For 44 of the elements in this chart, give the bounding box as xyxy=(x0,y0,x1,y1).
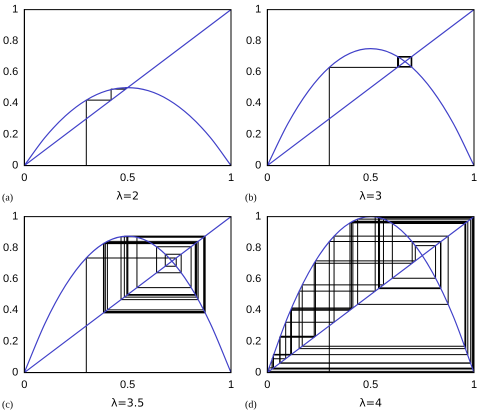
y-tick-label: 0 xyxy=(255,366,262,379)
x-axis-title: λ=2 xyxy=(116,189,140,202)
y-tick-label: 0.4 xyxy=(2,97,18,110)
x-tick-label: 0.5 xyxy=(362,172,378,184)
y-tick-label: 0 xyxy=(12,160,18,172)
x-tick-label: 1 xyxy=(228,379,234,392)
x-tick-label: 0.5 xyxy=(120,379,136,392)
x-tick-label: 0 xyxy=(21,172,28,184)
y-tick-label: 0.2 xyxy=(246,128,262,140)
y-tick-label: 0.6 xyxy=(2,273,18,286)
x-tick-label: 1 xyxy=(228,172,234,184)
x-tick-label: 0 xyxy=(21,379,28,392)
y-tick-label: 1 xyxy=(12,4,18,16)
y-tick-label: 0.6 xyxy=(246,66,262,78)
x-tick-label: 1 xyxy=(470,172,478,184)
y-tick-label: 0.8 xyxy=(246,242,262,254)
text: (a) xyxy=(2,192,14,204)
x-axis-title: λ=4 xyxy=(359,396,382,410)
text: (b) xyxy=(245,192,257,204)
y-tick-label: 0.4 xyxy=(2,304,18,316)
text: (c) xyxy=(2,400,14,411)
x-axis-title: λ=3.5 xyxy=(111,396,144,410)
y-tick-label: 0.8 xyxy=(246,34,262,47)
y-tick-label: 1 xyxy=(12,210,18,223)
y-tick-label: 0.8 xyxy=(2,242,18,254)
y-tick-label: 0.6 xyxy=(246,273,262,286)
y-tick-label: 0 xyxy=(12,366,18,379)
y-tick-label: 0.4 xyxy=(246,304,262,316)
y-tick-label: 0.4 xyxy=(246,97,262,110)
x-tick-label: 1 xyxy=(470,379,478,392)
x-axis-title: λ=3 xyxy=(359,189,382,202)
y-tick-label: 1 xyxy=(255,4,262,16)
x-tick-label: 0 xyxy=(264,379,270,392)
y-tick-label: 0 xyxy=(255,160,262,172)
y-tick-label: 0.2 xyxy=(246,335,262,348)
text: (d) xyxy=(245,400,257,411)
y-tick-label: 0.2 xyxy=(2,128,18,140)
x-tick-label: 0.5 xyxy=(120,172,136,184)
x-tick-label: 0 xyxy=(264,172,270,184)
y-tick-label: 0.6 xyxy=(2,66,18,78)
y-tick-label: 1 xyxy=(255,210,262,223)
x-tick-label: 0.5 xyxy=(362,379,378,392)
y-tick-label: 0.2 xyxy=(2,335,18,348)
y-tick-label: 0.8 xyxy=(2,34,18,47)
